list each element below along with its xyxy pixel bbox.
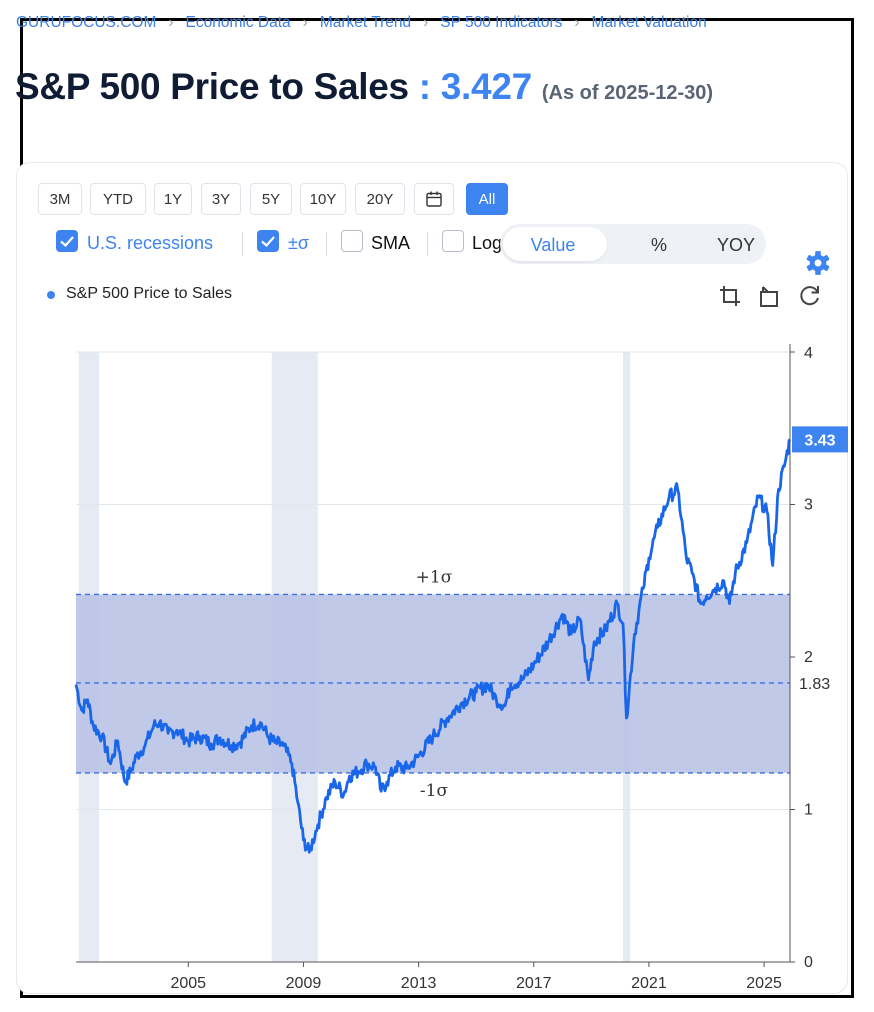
y-tick-label: 3 (804, 497, 813, 514)
range-button-all[interactable]: All (466, 183, 508, 215)
reset-icon[interactable] (797, 283, 823, 309)
x-tick-label: 2005 (170, 975, 206, 992)
range-button-1y[interactable]: 1Y (154, 183, 192, 215)
recessions-label: U.S. recessions (87, 233, 214, 253)
series-line (74, 438, 792, 854)
title-value: 3.427 (440, 66, 532, 107)
calendar-icon (426, 191, 442, 207)
plus-sigma-label: +1σ (416, 567, 453, 587)
sigma-band (76, 594, 790, 773)
checkmark-icon (60, 236, 74, 248)
range-button-10y[interactable]: 10Y (300, 183, 346, 215)
chevron-right-icon: › (168, 14, 174, 31)
title-name: S&P 500 Price to Sales (15, 66, 409, 107)
range-button-3y[interactable]: 3Y (201, 183, 241, 215)
chart-card (16, 162, 848, 994)
chevron-right-icon: › (302, 14, 308, 31)
log-checkbox[interactable] (442, 230, 464, 252)
page-title: S&P 500 Price to Sales : 3.427 (As of 20… (15, 66, 713, 108)
x-tick-label: 2017 (516, 975, 552, 992)
chevron-right-icon: › (574, 14, 580, 31)
checkmark-icon (261, 236, 275, 248)
breadcrumb-link[interactable]: GURUFOCUS.COM (16, 14, 157, 31)
range-button-ytd[interactable]: YTD (90, 183, 146, 215)
log-label: Log (472, 233, 503, 253)
breadcrumb-link[interactable]: Market Valuation (591, 14, 707, 31)
divider (242, 232, 243, 256)
divider (326, 232, 327, 256)
sma-checkbox[interactable] (341, 230, 363, 252)
breadcrumb-link[interactable]: Market Trend (319, 14, 412, 31)
y-tick-label: 4 (804, 345, 813, 362)
range-button-20y[interactable]: 20Y (355, 183, 405, 215)
sigma-label: ±σ (288, 233, 309, 253)
range-button-3m[interactable]: 3M (38, 183, 82, 215)
chevron-right-icon: › (423, 14, 429, 31)
zoom-out-icon[interactable] (756, 283, 782, 309)
mode-yoy-button[interactable]: YOY (716, 235, 756, 255)
y-tick-label: 2 (804, 649, 813, 666)
breadcrumb-link[interactable]: Economic Data (185, 14, 291, 31)
x-tick-label: 2025 (746, 975, 782, 992)
y-tick-label: 1 (804, 802, 813, 819)
recessions-checkbox[interactable] (56, 230, 78, 252)
title-as-of: (As of 2025-12-30) (541, 82, 714, 104)
mode-switch-highlight (503, 227, 607, 261)
mode-percent-button[interactable]: % (650, 235, 668, 255)
legend-marker (47, 291, 55, 299)
zoom-in-icon[interactable] (717, 283, 743, 309)
last-value-badge (792, 426, 848, 453)
range-button-5y[interactable]: 5Y (250, 183, 292, 215)
minus-sigma-label: -1σ (420, 781, 449, 801)
breadcrumb: GURUFOCUS.COM › Economic Data › Market Trend… (16, 14, 707, 32)
sigma-checkbox[interactable] (257, 230, 279, 252)
gear-icon[interactable] (805, 250, 831, 276)
legend-label[interactable]: S&P 500 Price to Sales (66, 285, 233, 302)
x-tick-label: 2021 (631, 975, 667, 992)
calendar-button[interactable] (414, 183, 454, 215)
x-tick-label: 2013 (401, 975, 437, 992)
mode-value-button[interactable]: Value (530, 235, 576, 255)
breadcrumb-link[interactable]: SP 500 Indicators (440, 14, 563, 31)
sma-label: SMA (371, 233, 411, 253)
y-tick-label: 0 (804, 954, 813, 971)
mean-value-label: 1.83 (799, 676, 830, 693)
last-value-label: 3.43 (804, 432, 835, 449)
title-separator: : (408, 66, 441, 107)
x-tick-label: 2009 (286, 975, 322, 992)
divider (427, 232, 428, 256)
